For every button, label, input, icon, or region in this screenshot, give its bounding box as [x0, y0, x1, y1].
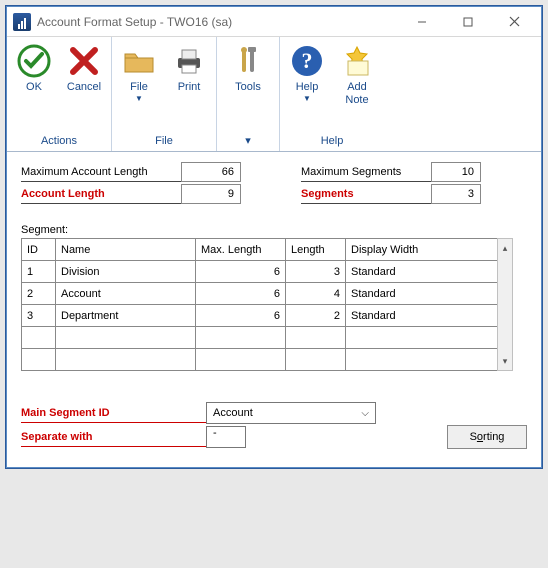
- scroll-down-icon[interactable]: ▾: [498, 352, 512, 370]
- col-name[interactable]: Name: [56, 239, 196, 261]
- segments-input[interactable]: 3: [431, 184, 481, 204]
- tools-button[interactable]: Tools: [227, 41, 269, 96]
- cell-max[interactable]: 6: [196, 283, 286, 305]
- titlebar: Account Format Setup - TWO16 (sa): [7, 7, 541, 37]
- segments-label: Segments: [301, 184, 431, 204]
- maximize-icon: [463, 17, 473, 27]
- cancel-x-icon: [66, 43, 102, 79]
- separate-with-label: Separate with: [21, 427, 206, 447]
- scroll-up-icon[interactable]: ▴: [498, 239, 512, 257]
- sorting-button[interactable]: Sorting: [447, 425, 527, 449]
- max-segments-value: 10: [431, 162, 481, 182]
- separate-with-input[interactable]: -: [206, 426, 246, 448]
- col-id[interactable]: ID: [22, 239, 56, 261]
- cell-display-width[interactable]: [346, 349, 511, 371]
- max-account-length-label: Maximum Account Length: [21, 162, 181, 182]
- ribbon-group-help: ? Help ▼ Add Note Help: [280, 37, 384, 151]
- col-dw[interactable]: Display Width: [346, 239, 511, 261]
- cell-display-width[interactable]: Standard⌵: [346, 283, 511, 305]
- form-body: Maximum Account Length 66 Account Length…: [7, 152, 541, 467]
- cell-len[interactable]: 3: [286, 261, 346, 283]
- app-icon: [13, 13, 31, 31]
- help-icon: ?: [289, 43, 325, 79]
- minimize-icon: [417, 17, 427, 27]
- folder-icon: [121, 43, 157, 79]
- table-row[interactable]: 3Department62Standard⌵: [22, 305, 511, 327]
- help-button[interactable]: ? Help ▼: [286, 41, 328, 105]
- table-row[interactable]: [22, 349, 511, 371]
- window-frame: Account Format Setup - TWO16 (sa) OK: [6, 6, 542, 468]
- cell-len[interactable]: [286, 327, 346, 349]
- window-title: Account Format Setup - TWO16 (sa): [37, 15, 399, 29]
- minimize-button[interactable]: [399, 8, 445, 36]
- cell-len[interactable]: 2: [286, 305, 346, 327]
- account-length-label: Account Length: [21, 184, 181, 204]
- file-button[interactable]: File ▼: [118, 41, 160, 105]
- ribbon-group-label: ▾: [227, 131, 269, 151]
- cell-name[interactable]: Department: [56, 305, 196, 327]
- segment-table: ID Name Max. Length Length Display Width…: [21, 238, 511, 371]
- cell-display-width[interactable]: Standard⌵: [346, 261, 511, 283]
- cell-max[interactable]: 6: [196, 305, 286, 327]
- chevron-down-icon: ▼: [303, 94, 311, 103]
- table-row[interactable]: [22, 327, 511, 349]
- cell-id[interactable]: 2: [22, 283, 56, 305]
- close-icon: [509, 16, 520, 27]
- cell-name[interactable]: [56, 327, 196, 349]
- ribbon-group-actions: OK Cancel Actions: [7, 37, 112, 151]
- account-length-input[interactable]: 9: [181, 184, 241, 204]
- add-note-button[interactable]: Add Note: [336, 41, 378, 108]
- cell-id[interactable]: [22, 327, 56, 349]
- cell-max[interactable]: [196, 327, 286, 349]
- cell-len[interactable]: 4: [286, 283, 346, 305]
- main-segment-id-select[interactable]: Account ⌵: [206, 402, 376, 424]
- svg-text:?: ?: [302, 48, 313, 73]
- max-segments-label: Maximum Segments: [301, 162, 431, 182]
- maximize-button[interactable]: [445, 8, 491, 36]
- cancel-button[interactable]: Cancel: [63, 41, 105, 96]
- cell-id[interactable]: 1: [22, 261, 56, 283]
- cell-len[interactable]: [286, 349, 346, 371]
- table-scrollbar[interactable]: ▴ ▾: [497, 238, 513, 371]
- col-len[interactable]: Length: [286, 239, 346, 261]
- max-account-length-value: 66: [181, 162, 241, 182]
- print-button[interactable]: Print: [168, 41, 210, 96]
- col-max[interactable]: Max. Length: [196, 239, 286, 261]
- ribbon-group-file: File ▼ Print File: [112, 37, 217, 151]
- ok-button[interactable]: OK: [13, 41, 55, 96]
- ribbon-group-label: Help: [286, 132, 378, 151]
- table-row[interactable]: 1Division63Standard⌵: [22, 261, 511, 283]
- cell-id[interactable]: [22, 349, 56, 371]
- cell-name[interactable]: [56, 349, 196, 371]
- ribbon-group-label: File: [118, 132, 210, 151]
- printer-icon: [171, 43, 207, 79]
- cell-max[interactable]: 6: [196, 261, 286, 283]
- chevron-down-icon: ⌵: [361, 408, 369, 419]
- ribbon-toolbar: OK Cancel Actions File ▼: [7, 37, 541, 152]
- table-row[interactable]: 2Account64Standard⌵: [22, 283, 511, 305]
- cell-name[interactable]: Division: [56, 261, 196, 283]
- segment-heading: Segment:: [21, 224, 527, 236]
- cell-display-width[interactable]: Standard⌵: [346, 305, 511, 327]
- tools-icon: [230, 43, 266, 79]
- table-header-row: ID Name Max. Length Length Display Width: [22, 239, 511, 261]
- cell-display-width[interactable]: [346, 327, 511, 349]
- ribbon-group-label: Actions: [13, 132, 105, 151]
- ok-check-icon: [16, 43, 52, 79]
- cell-name[interactable]: Account: [56, 283, 196, 305]
- chevron-down-icon: ▼: [135, 94, 143, 103]
- close-button[interactable]: [491, 8, 537, 36]
- main-segment-id-label: Main Segment ID: [21, 403, 206, 423]
- note-icon: [339, 43, 375, 79]
- cell-max[interactable]: [196, 349, 286, 371]
- cell-id[interactable]: 3: [22, 305, 56, 327]
- ribbon-group-tools: Tools ▾: [217, 37, 280, 151]
